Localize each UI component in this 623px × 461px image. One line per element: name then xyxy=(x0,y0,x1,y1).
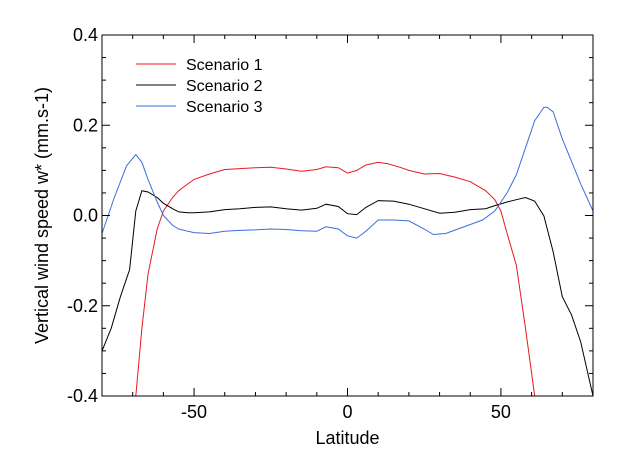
y-tick-label: 0.0 xyxy=(73,206,98,226)
y-tick-label: 0.4 xyxy=(73,25,98,45)
x-tick-label: 50 xyxy=(491,402,511,422)
series-line-3 xyxy=(102,106,593,239)
y-tick-label: -0.4 xyxy=(67,386,98,406)
y-axis-title: Vertical wind speed w* (mm.s-1) xyxy=(32,87,52,344)
y-tick-label: -0.2 xyxy=(67,296,98,316)
legend-label-2: Scenario 2 xyxy=(186,78,263,95)
series-line-1 xyxy=(135,161,536,396)
legend: Scenario 1 Scenario 2 Scenario 3 xyxy=(136,57,263,116)
legend-label-1: Scenario 1 xyxy=(186,57,263,74)
x-tick-label: 0 xyxy=(342,402,352,422)
legend-label-3: Scenario 3 xyxy=(186,99,263,116)
plot-frame xyxy=(101,34,594,397)
x-axis-title: Latitude xyxy=(315,428,379,448)
x-tick-label: -50 xyxy=(181,402,207,422)
y-tick-label: 0.2 xyxy=(73,115,98,135)
series-line-2 xyxy=(102,190,593,396)
